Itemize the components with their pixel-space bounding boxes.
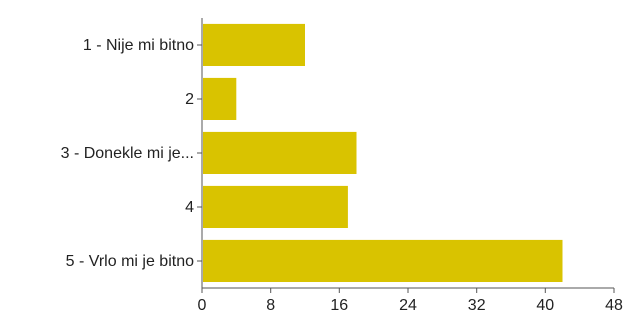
category-label-3: 3 - Donekle mi je... (61, 145, 194, 162)
category-label-2: 2 (185, 91, 194, 108)
bar-2 (203, 77, 237, 120)
x-tick-label-40: 40 (536, 297, 554, 314)
category-label-4: 4 (185, 199, 194, 216)
x-tick-label-32: 32 (468, 297, 486, 314)
x-tick-label-48: 48 (605, 297, 623, 314)
labels-group: 1 - Nije mi bitno 2 3 - Donekle mi je... 4 5… (61, 37, 623, 314)
x-tick-label-16: 16 (330, 297, 348, 314)
category-label-1: 1 - Nije mi bitno (83, 37, 194, 54)
x-tick-label-8: 8 (266, 297, 275, 314)
bar-4 (203, 185, 348, 228)
bars-group (203, 23, 563, 282)
axes-group (197, 18, 615, 293)
bar-1 (203, 23, 305, 66)
x-tick-label-0: 0 (198, 297, 207, 314)
category-label-5: 5 - Vrlo mi je bitno (66, 253, 194, 270)
x-tick-label-24: 24 (399, 297, 417, 314)
bar-5 (203, 239, 563, 282)
bar-3 (203, 131, 357, 174)
